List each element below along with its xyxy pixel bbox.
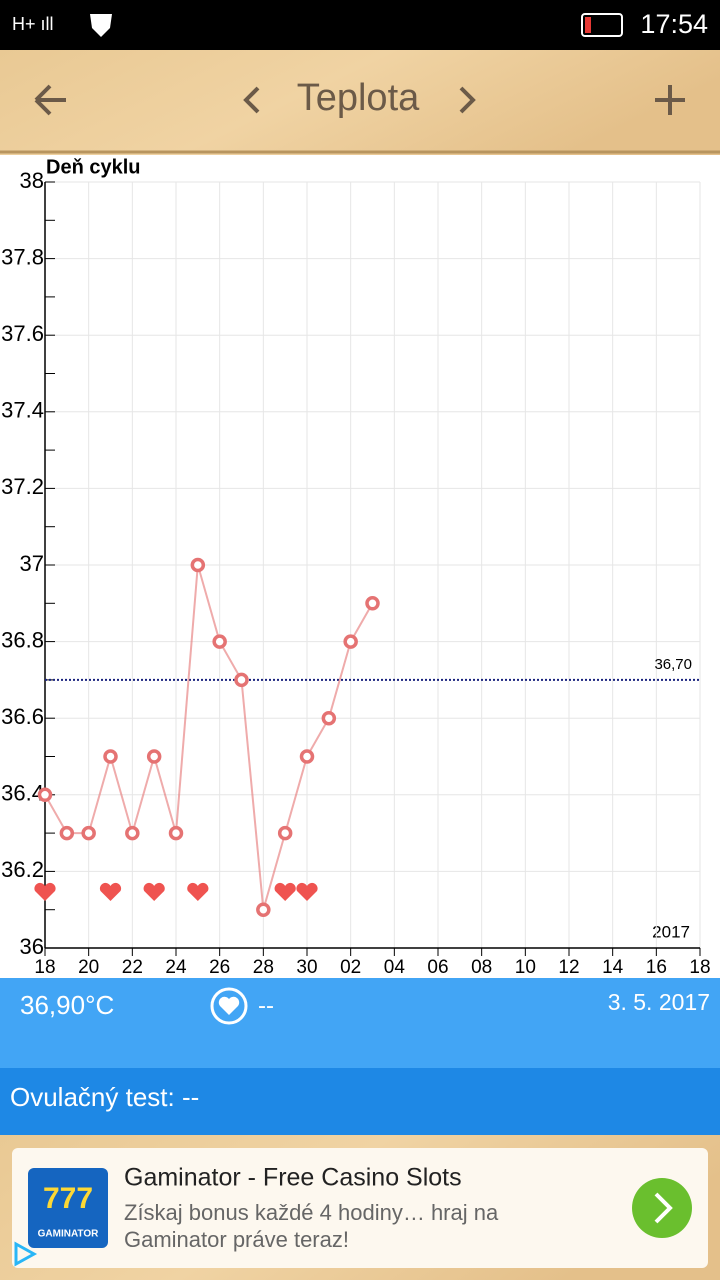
point [59, 825, 75, 841]
chart-area [0, 155, 720, 978]
toolbar [0, 50, 720, 155]
x-tick-label: 14 [602, 957, 624, 978]
point [146, 749, 162, 764]
heart-marker [187, 882, 209, 901]
year-annotation: 2017 [652, 922, 690, 941]
axis-label: Deň cyklu [46, 156, 140, 178]
point [103, 749, 118, 764]
point [299, 749, 315, 764]
ad-icon-number: 777 [43, 1182, 93, 1215]
y-tick-label: 36.8 [1, 627, 44, 652]
x-tick-label: 04 [384, 957, 406, 978]
x-tick-label: 24 [165, 957, 187, 978]
shield-icon [90, 14, 112, 37]
status-bar [0, 0, 720, 50]
signal-icon: H+ ıll [12, 14, 54, 34]
heart-marker [99, 882, 122, 901]
x-tick-label: 02 [340, 957, 361, 978]
heart-marker [296, 882, 318, 901]
y-tick-label: 36.2 [1, 857, 44, 882]
point [81, 825, 96, 841]
point [365, 596, 380, 611]
ovulation-panel [0, 1068, 720, 1135]
prev-button[interactable] [243, 86, 260, 114]
y-tick-label: 36 [20, 934, 44, 959]
x-tick-label: 16 [646, 957, 667, 978]
reference-label: 36,70 [654, 656, 692, 673]
point [212, 634, 227, 649]
ad-icon-brand: GAMINATOR [38, 1229, 100, 1240]
point [343, 634, 358, 649]
intercourse-value: -- [258, 992, 274, 1019]
y-tick-label: 37.2 [1, 474, 44, 499]
y-tick-label: 36.6 [1, 704, 44, 729]
heart-icon [218, 996, 240, 1015]
clock: 17:54 [640, 9, 708, 39]
point [37, 787, 53, 803]
ad-button[interactable] [632, 1178, 692, 1238]
heart-marker [274, 882, 296, 901]
toolbar-title: Teplota [297, 77, 420, 119]
ad-icon [28, 1168, 108, 1248]
y-tick-label: 37.6 [1, 321, 44, 346]
temperature: 36,90°C [20, 990, 114, 1020]
info-panel [0, 978, 720, 1068]
add-button[interactable] [655, 85, 685, 115]
x-tick-label: 22 [122, 957, 143, 978]
point [234, 672, 249, 688]
point [321, 710, 337, 726]
point [256, 902, 271, 917]
y-tick-label: 37.8 [1, 244, 44, 269]
heart-marker [34, 882, 56, 901]
x-tick-label: 18 [34, 957, 55, 978]
next-button[interactable] [459, 86, 476, 114]
y-tick-label: 38 [20, 168, 44, 193]
heart-button[interactable] [210, 987, 248, 1025]
point [190, 557, 206, 573]
ad-arrow [654, 1192, 673, 1224]
y-tick-label: 37.4 [1, 398, 44, 423]
x-tick-label: 12 [558, 957, 579, 978]
battery-level [585, 17, 591, 33]
x-tick-label: 26 [209, 957, 230, 978]
x-tick-label: 30 [296, 957, 317, 978]
ad-text: Získaj bonus každé 4 hodiny… hraj na [124, 1200, 499, 1225]
x-tick-label: 20 [78, 957, 99, 978]
point [168, 825, 184, 841]
x-tick-label: 06 [427, 957, 448, 978]
line [44, 564, 374, 910]
x-tick-label: 18 [689, 957, 710, 978]
y-tick-label: 36.4 [1, 781, 44, 806]
back-button[interactable] [34, 84, 66, 116]
x-tick-label: 10 [515, 957, 536, 978]
ovulation-test: Ovulačný test: -- [10, 1082, 199, 1112]
point [277, 825, 293, 841]
point [125, 825, 140, 841]
heart-marker [143, 882, 165, 901]
y-tick-label: 37 [20, 551, 44, 576]
ad-title: Gaminator - Free Casino Slots [124, 1164, 462, 1192]
ad-text: Gaminator práve teraz! [124, 1227, 349, 1252]
battery-icon [581, 13, 623, 37]
ad-card[interactable] [12, 1148, 708, 1268]
date: 3. 5. 2017 [608, 989, 710, 1015]
ad-choices[interactable] [14, 1241, 38, 1267]
x-tick-label: 08 [471, 957, 492, 978]
x-tick-label: 28 [253, 957, 274, 978]
